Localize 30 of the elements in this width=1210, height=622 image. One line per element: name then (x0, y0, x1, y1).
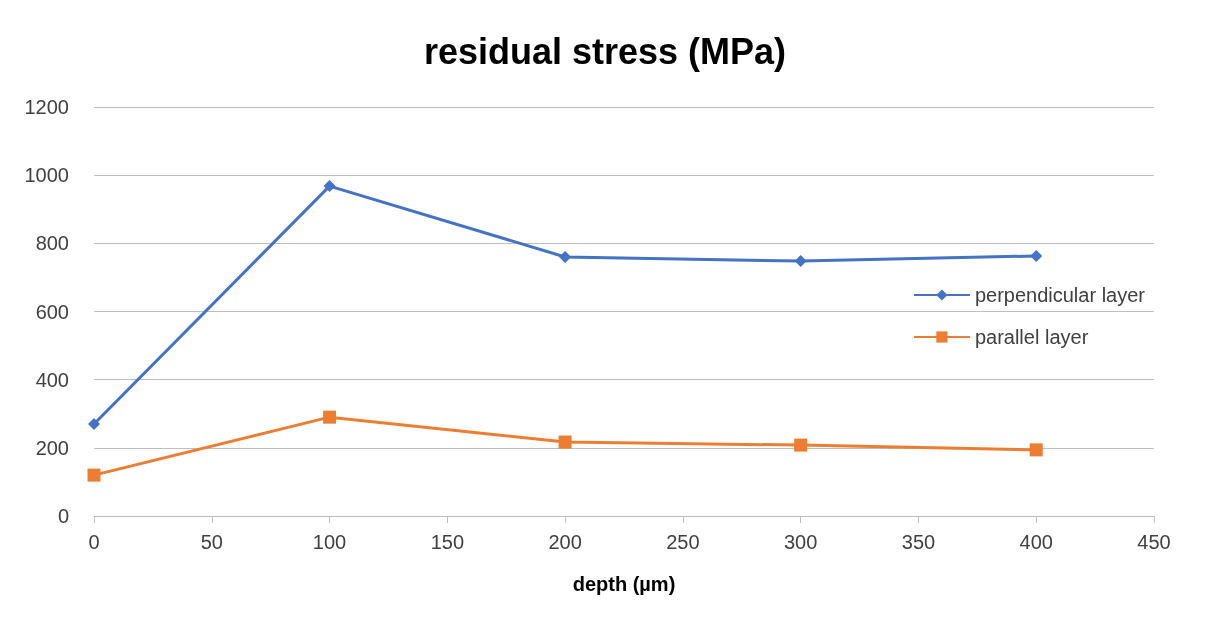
x-tick-label: 150 (430, 531, 465, 553)
x-tick-label: 50 (200, 531, 223, 553)
legend-label: perpendicular layer (974, 284, 1146, 306)
y-tick-label: 0 (57, 505, 69, 527)
x-tick-label: 0 (88, 531, 100, 553)
y-tick-label: 600 (35, 300, 69, 323)
x-tick-label: 300 (783, 531, 818, 553)
x-axis-title: depth (µm) (572, 573, 676, 595)
y-tick-label: 200 (35, 436, 69, 459)
x-tick-label: 400 (1019, 531, 1053, 553)
y-tick-label: 800 (35, 232, 69, 255)
point (1029, 443, 1043, 457)
point (87, 468, 101, 482)
x-tick-label: 100 (312, 531, 347, 553)
point (794, 255, 807, 268)
x-tick-label: 450 (1137, 531, 1171, 553)
y-tick-label: 1200 (24, 96, 69, 118)
point (323, 410, 337, 424)
point (1030, 249, 1043, 262)
x-tick-label: 200 (548, 531, 582, 553)
y-tick-label: 1000 (24, 164, 69, 187)
legend-label: parallel layer (974, 326, 1089, 348)
chart-title: residual stress (MPa) (423, 30, 787, 72)
x-tick-label: 250 (666, 531, 700, 553)
point (794, 438, 808, 452)
point (323, 180, 336, 193)
x-tick-label: 350 (901, 531, 936, 553)
point (88, 417, 100, 430)
point (558, 435, 572, 449)
y-tick-label: 400 (35, 368, 69, 391)
